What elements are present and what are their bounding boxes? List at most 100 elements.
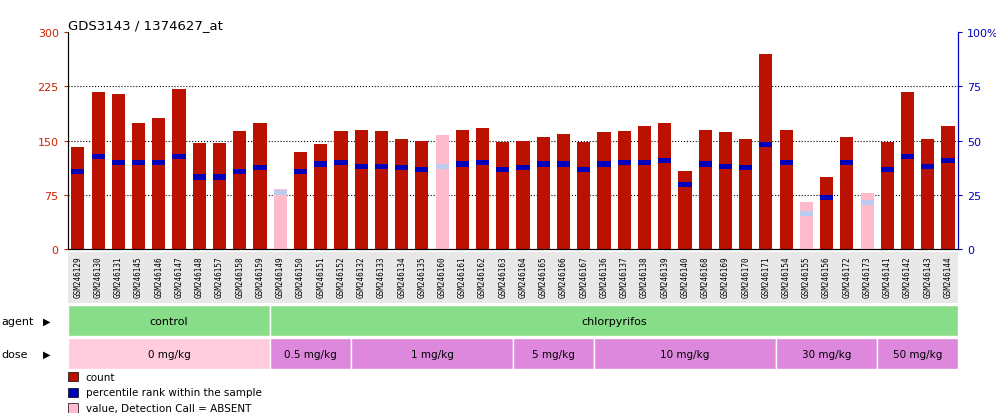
Bar (192, 144, 206, 250)
Bar (598, 162, 611, 167)
Bar (213, 175, 226, 180)
Bar (513, 338, 594, 369)
Bar (395, 139, 408, 250)
Bar (861, 193, 873, 250)
Text: GSM246149: GSM246149 (276, 256, 285, 298)
Text: GSM246139: GSM246139 (660, 256, 669, 298)
Bar (274, 191, 287, 196)
Bar (92, 93, 105, 250)
Text: GSM246141: GSM246141 (882, 256, 891, 298)
Bar (233, 170, 246, 175)
Bar (294, 169, 307, 174)
Bar (374, 164, 388, 169)
Bar (780, 131, 793, 250)
Text: GSM246129: GSM246129 (74, 256, 83, 298)
Text: GSM246151: GSM246151 (316, 256, 325, 298)
Text: 0 mg/kg: 0 mg/kg (147, 349, 190, 359)
Text: GSM246158: GSM246158 (235, 256, 244, 298)
Bar (719, 133, 732, 250)
Bar (476, 128, 489, 250)
Text: GSM246161: GSM246161 (458, 256, 467, 298)
Bar (637, 161, 651, 166)
Text: control: control (149, 316, 188, 326)
Bar (537, 162, 550, 167)
Bar (132, 161, 145, 166)
Bar (92, 155, 105, 160)
Text: GSM246155: GSM246155 (802, 256, 811, 298)
Bar (841, 138, 854, 250)
Bar (537, 138, 550, 250)
Text: GSM246152: GSM246152 (337, 256, 346, 298)
Text: GSM246173: GSM246173 (863, 256, 872, 298)
Text: GSM246163: GSM246163 (498, 256, 507, 298)
Bar (72, 147, 85, 250)
Text: GSM246144: GSM246144 (943, 256, 952, 298)
Bar (172, 90, 185, 250)
Bar (435, 164, 448, 169)
Bar (739, 166, 752, 171)
Text: ▶: ▶ (43, 316, 51, 326)
Text: GSM246131: GSM246131 (114, 256, 123, 298)
Text: 10 mg/kg: 10 mg/kg (660, 349, 709, 359)
Bar (72, 170, 85, 175)
Bar (374, 132, 388, 250)
Bar (496, 143, 509, 250)
Bar (355, 164, 368, 169)
Text: GSM246159: GSM246159 (256, 256, 265, 298)
Bar (270, 306, 958, 337)
Text: GSM246165: GSM246165 (539, 256, 548, 298)
Text: GSM246150: GSM246150 (296, 256, 305, 298)
Bar (253, 166, 267, 171)
Text: dose: dose (1, 349, 28, 359)
Bar (941, 127, 954, 250)
Text: GSM246147: GSM246147 (174, 256, 183, 298)
Bar (678, 172, 691, 250)
Bar (68, 338, 270, 369)
Text: 1 mg/kg: 1 mg/kg (410, 349, 453, 359)
Bar (921, 164, 934, 169)
Text: 50 mg/kg: 50 mg/kg (893, 349, 942, 359)
Bar (172, 155, 185, 160)
Bar (921, 139, 934, 250)
Bar (68, 306, 270, 337)
Text: GSM246170: GSM246170 (741, 256, 750, 298)
Text: GSM246134: GSM246134 (397, 256, 406, 298)
Bar (152, 161, 165, 166)
Bar (578, 143, 591, 250)
Bar (877, 338, 958, 369)
Text: GSM246136: GSM246136 (600, 256, 609, 298)
Bar (274, 190, 287, 250)
Bar (658, 123, 671, 250)
Text: chlorpyrifos: chlorpyrifos (582, 316, 647, 326)
Text: 5 mg/kg: 5 mg/kg (532, 349, 575, 359)
Bar (739, 139, 752, 250)
Bar (719, 164, 732, 169)
Text: GSM246140: GSM246140 (680, 256, 689, 298)
Text: GSM246172: GSM246172 (843, 256, 852, 298)
Text: GSM246168: GSM246168 (701, 256, 710, 298)
Bar (780, 161, 793, 166)
Bar (496, 168, 509, 173)
Text: GSM246142: GSM246142 (903, 256, 912, 298)
Text: GSM246132: GSM246132 (357, 256, 366, 298)
Bar (637, 127, 651, 250)
Bar (351, 338, 513, 369)
Text: GSM246130: GSM246130 (94, 256, 103, 298)
Bar (456, 131, 469, 250)
Text: GSM246167: GSM246167 (580, 256, 589, 298)
Text: ▶: ▶ (43, 349, 51, 359)
Bar (314, 162, 328, 167)
Bar (112, 161, 124, 166)
Text: GSM246164: GSM246164 (519, 256, 528, 298)
Text: GSM246145: GSM246145 (134, 256, 143, 298)
Bar (759, 55, 773, 250)
Bar (658, 159, 671, 164)
Bar (901, 93, 914, 250)
Bar (618, 161, 630, 166)
Bar (578, 168, 591, 173)
Bar (314, 145, 328, 250)
Text: GSM246156: GSM246156 (822, 256, 831, 298)
Bar (476, 161, 489, 166)
Bar (901, 155, 914, 160)
Text: GSM246148: GSM246148 (195, 256, 204, 298)
